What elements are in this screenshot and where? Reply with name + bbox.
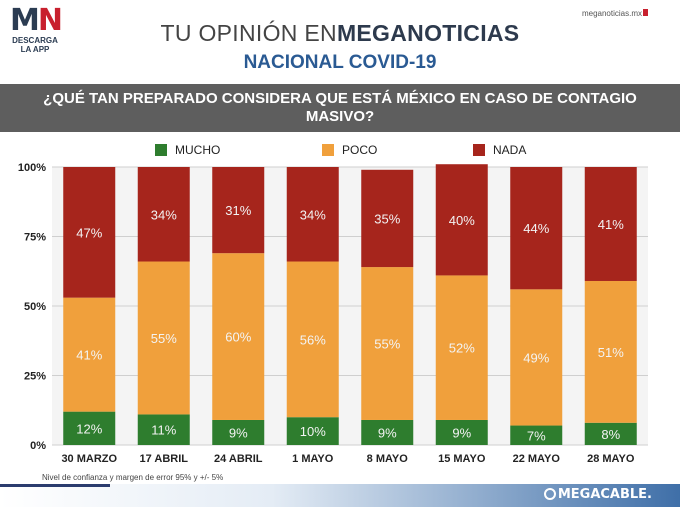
x-tick-label: 30 MARZO xyxy=(61,453,117,465)
y-tick-label: 0% xyxy=(30,440,46,452)
legend-label-mucho: MUCHO xyxy=(175,143,220,157)
data-label: 12% xyxy=(76,421,102,436)
bar-mucho xyxy=(137,414,190,445)
logo-download-line1: DESCARGA xyxy=(12,36,58,45)
data-label: 47% xyxy=(76,225,102,240)
footer-bar xyxy=(0,484,680,507)
bar-poco xyxy=(137,261,190,415)
bar-nada xyxy=(361,169,414,268)
bar-poco xyxy=(435,275,488,420)
data-label: 34% xyxy=(300,207,326,222)
x-tick-label: 24 ABRIL xyxy=(214,453,263,465)
bar-mucho xyxy=(286,417,339,445)
title-light: TU OPINIÓN EN xyxy=(160,20,337,46)
question-banner: ¿QUÉ TAN PREPARADO CONSIDERA QUE ESTÁ MÉ… xyxy=(0,84,680,132)
data-label: 40% xyxy=(449,213,475,228)
data-label: 55% xyxy=(151,331,177,346)
y-tick-label: 50% xyxy=(24,301,46,313)
legend-swatch-mucho xyxy=(155,144,167,156)
bar-mucho xyxy=(212,419,265,445)
data-label: 55% xyxy=(374,337,400,352)
data-label: 60% xyxy=(225,330,251,345)
data-label: 41% xyxy=(76,348,102,363)
data-label: 31% xyxy=(225,203,251,218)
data-label: 35% xyxy=(374,211,400,226)
data-label: 51% xyxy=(598,345,624,360)
bar-nada xyxy=(510,167,563,290)
data-label: 8% xyxy=(601,427,620,442)
data-label: 41% xyxy=(598,217,624,232)
bar-poco xyxy=(63,297,116,412)
x-tick-label: 8 MAYO xyxy=(367,453,409,465)
bar-nada xyxy=(435,164,488,276)
bar-nada xyxy=(137,167,190,262)
page-subtitle: NACIONAL COVID-19 xyxy=(243,52,437,73)
bar-poco xyxy=(510,289,563,426)
bar-mucho xyxy=(63,411,116,445)
data-label: 56% xyxy=(300,332,326,347)
data-label: 9% xyxy=(378,425,397,440)
x-tick-label: 15 MAYO xyxy=(438,453,486,465)
confidence-note: Nivel de confianza y margen de error 95%… xyxy=(42,473,224,482)
bar-poco xyxy=(286,261,339,418)
megacable-icon xyxy=(543,488,556,500)
logo-download-line2: LA APP xyxy=(20,45,50,54)
data-label: 9% xyxy=(452,425,471,440)
megacable-logo: MEGACABLE. xyxy=(543,487,652,502)
bar-nada xyxy=(584,167,637,281)
x-tick-label: 1 MAYO xyxy=(292,453,334,465)
bar-mucho xyxy=(435,419,488,445)
bar-poco xyxy=(584,280,637,423)
data-label: 52% xyxy=(449,341,475,356)
bar-poco xyxy=(212,253,265,420)
data-label: 34% xyxy=(151,207,177,222)
legend-label-nada: NADA xyxy=(493,143,526,157)
data-label: 10% xyxy=(300,424,326,439)
meganoticias-logo[interactable]: MN DESCARGA LA APP xyxy=(10,3,63,55)
x-tick-label: 17 ABRIL xyxy=(140,453,189,465)
x-tick-label: 28 MAYO xyxy=(587,453,635,465)
bar-nada xyxy=(212,167,265,254)
data-label: 49% xyxy=(523,350,549,365)
bar-mucho xyxy=(584,422,637,445)
stacked-bar-chart: 0% 25% 50% 75% 100% 12% 41% 47% 30 MARZO 11% 55% 34… xyxy=(18,143,648,465)
page-title: TU OPINIÓN ENMEGANOTICIAS xyxy=(0,20,680,47)
data-label: 11% xyxy=(151,423,176,438)
y-tick-label: 100% xyxy=(18,162,46,174)
legend-label-poco: POCO xyxy=(342,143,377,157)
x-tick-label: 22 MAYO xyxy=(513,453,561,465)
y-tick-label: 75% xyxy=(24,232,46,244)
site-url: meganoticias.mx xyxy=(581,9,642,18)
legend-swatch-nada xyxy=(473,144,485,156)
bar-mucho xyxy=(361,419,414,445)
bar-mucho xyxy=(510,425,563,445)
title-bold: MEGANOTICIAS xyxy=(336,20,520,46)
data-label: 7% xyxy=(527,428,546,443)
data-label: 44% xyxy=(523,221,549,236)
bar-nada xyxy=(63,167,116,298)
legend-swatch-poco xyxy=(322,144,334,156)
footer-accent-line xyxy=(0,484,110,487)
bar-poco xyxy=(361,267,414,420)
megacable-text: MEGACABLE. xyxy=(557,487,652,502)
logo-mark: MN xyxy=(10,3,63,38)
site-flag-icon xyxy=(643,9,648,16)
question-text: ¿QUÉ TAN PREPARADO CONSIDERA QUE ESTÁ MÉ… xyxy=(43,90,637,125)
data-label: 9% xyxy=(229,425,248,440)
y-tick-label: 25% xyxy=(24,371,46,383)
bar-nada xyxy=(286,167,339,262)
